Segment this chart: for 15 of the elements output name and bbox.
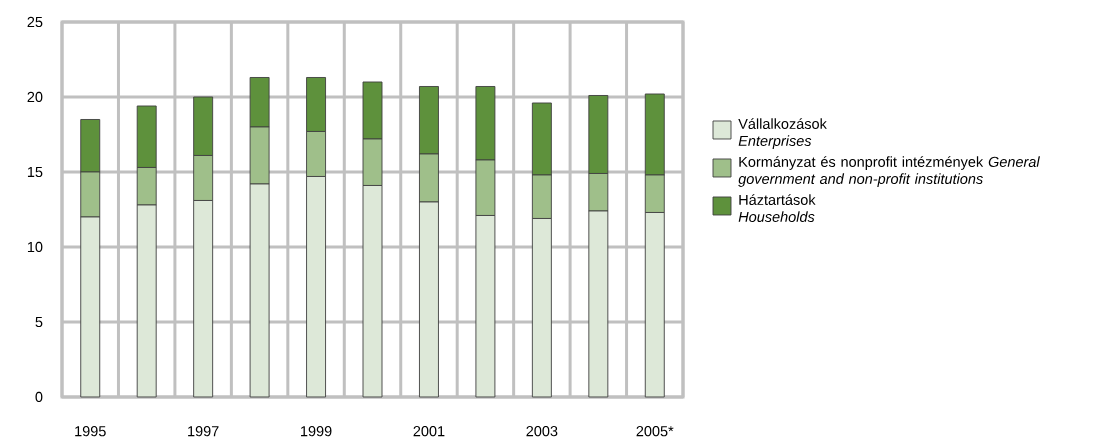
y-tick-label: 0 bbox=[35, 391, 43, 403]
y-tick-label: 10 bbox=[27, 241, 43, 253]
x-tick-label: 2005* bbox=[636, 426, 674, 437]
y-tick-label: 20 bbox=[27, 91, 43, 103]
x-tick-label: 1997 bbox=[188, 426, 219, 437]
y-tick-label: 5 bbox=[35, 316, 43, 328]
x-tick-label: 2001 bbox=[413, 426, 445, 437]
x-tick-label: 1999 bbox=[301, 426, 332, 437]
y-tick-label: 15 bbox=[27, 166, 43, 178]
x-tick-label: 2003 bbox=[526, 426, 558, 437]
legend-label: Háztartások Households bbox=[738, 194, 816, 223]
y-tick-label: 25 bbox=[27, 16, 43, 28]
x-tick-label: 1995 bbox=[75, 426, 106, 437]
legend-label: Kormányzat és nonprofit intézmények General government and non-profit institutions bbox=[738, 156, 1040, 187]
legend-label: Vállalkozások Enterprises bbox=[738, 118, 827, 149]
